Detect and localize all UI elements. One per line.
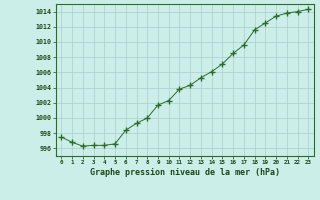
X-axis label: Graphe pression niveau de la mer (hPa): Graphe pression niveau de la mer (hPa)	[90, 168, 280, 177]
